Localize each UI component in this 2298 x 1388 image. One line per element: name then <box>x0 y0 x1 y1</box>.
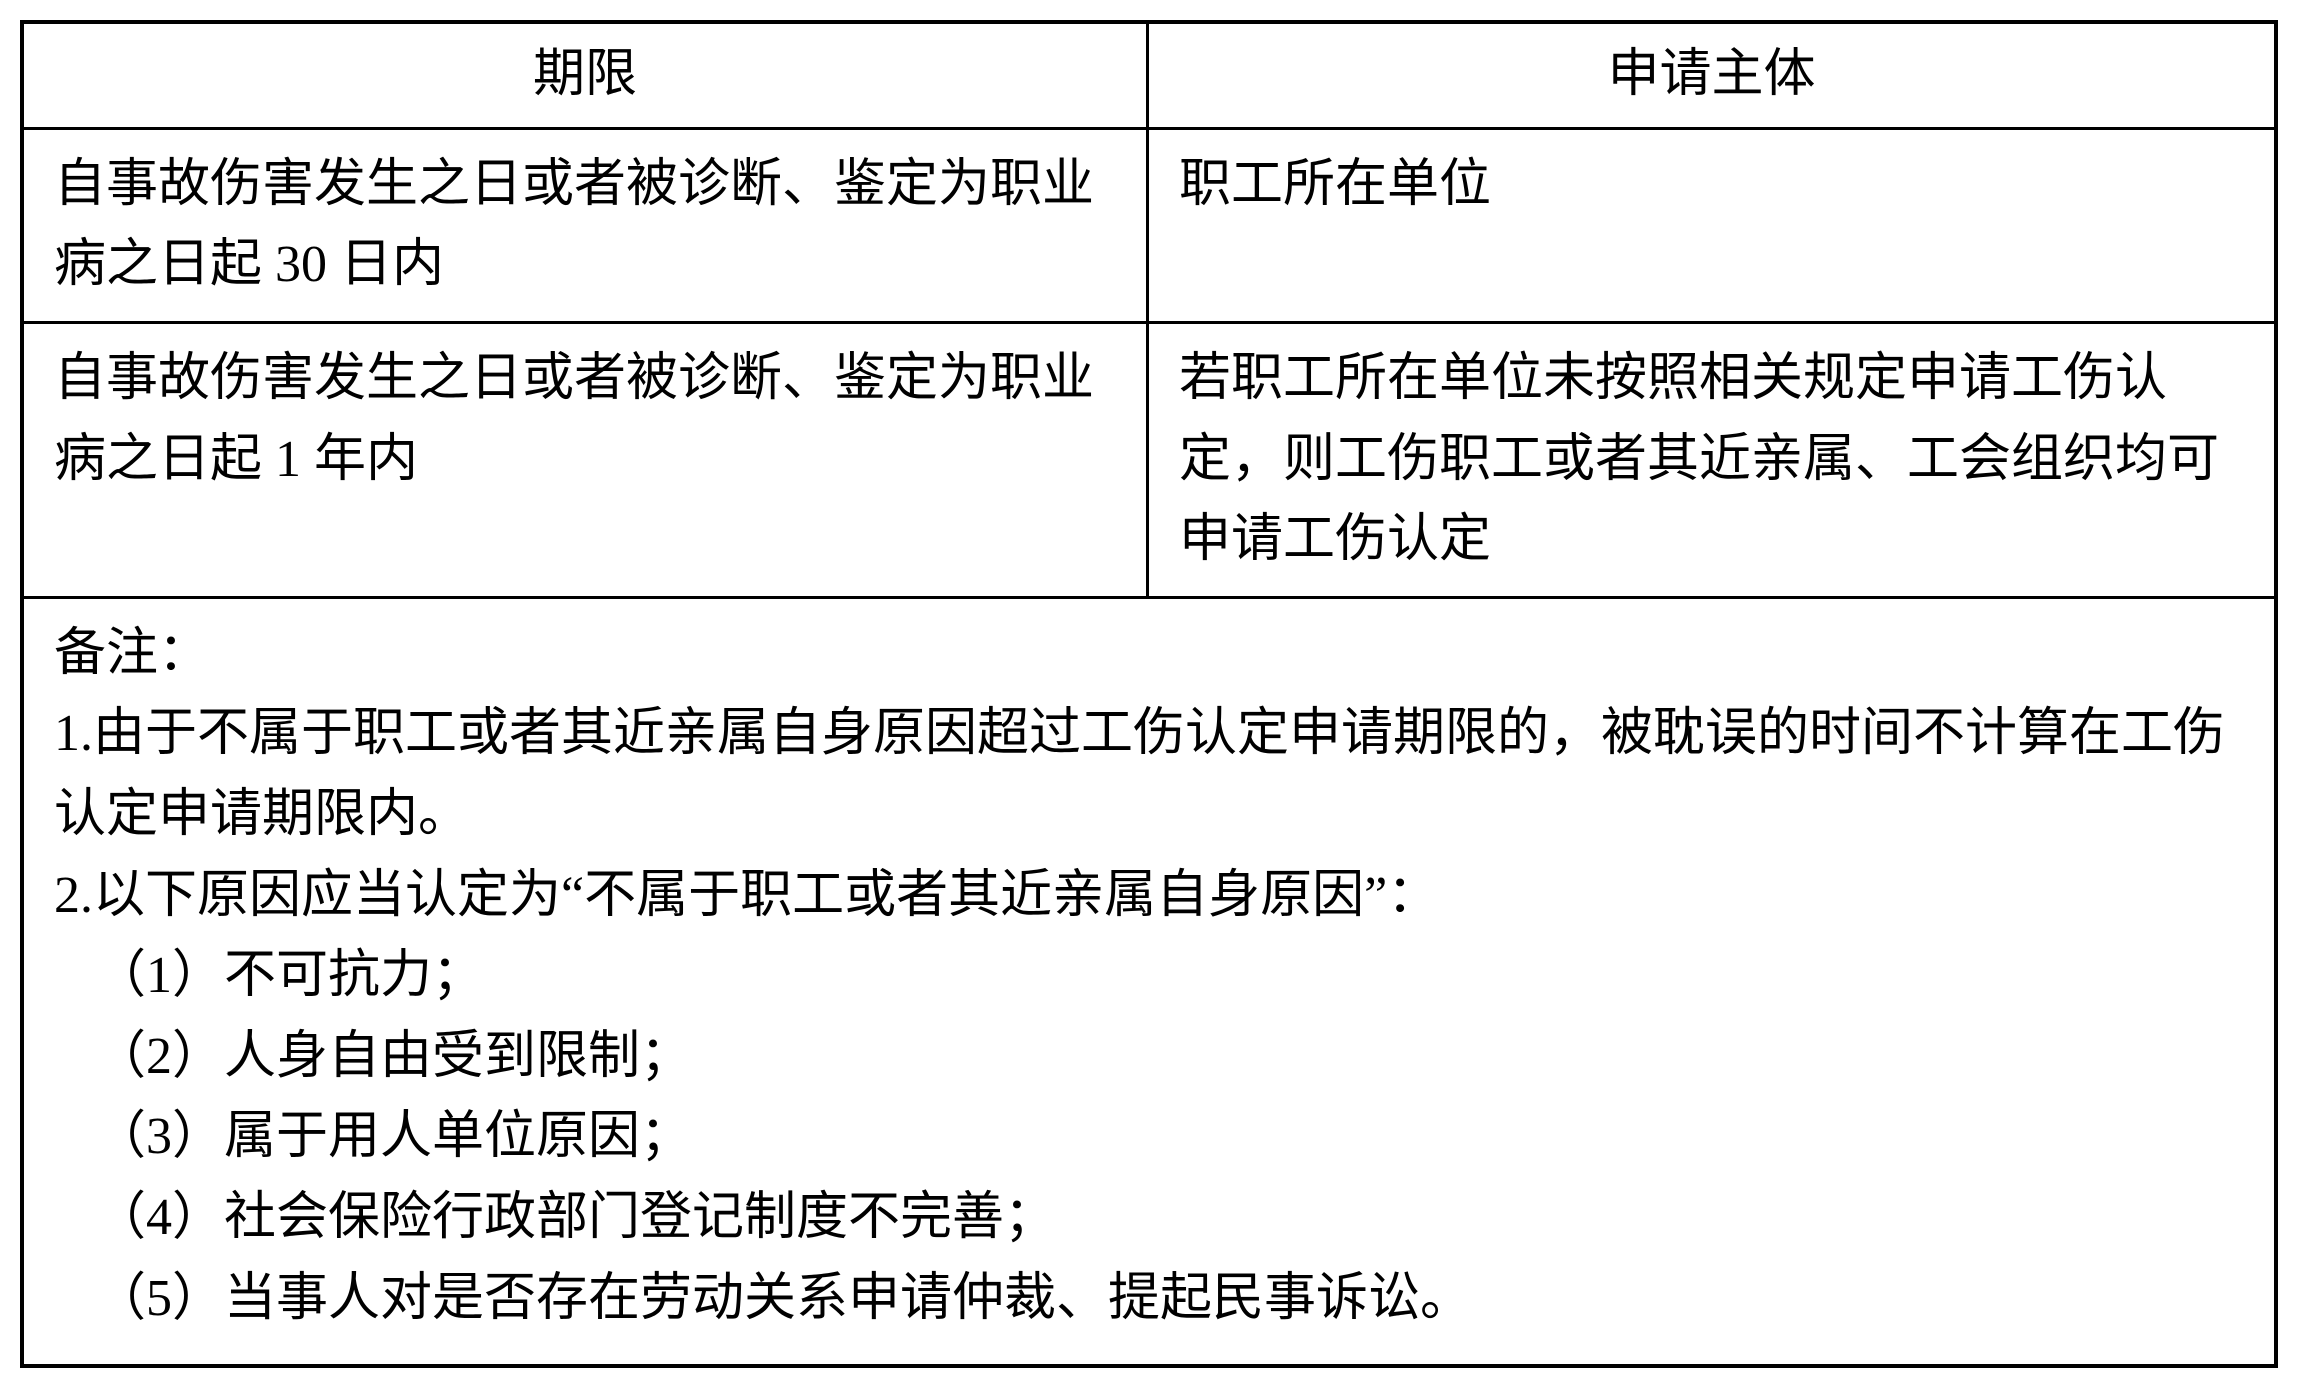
notes-content: 备注： 1.由于不属于职工或者其近亲属自身原因超过工伤认定申请期限的，被耽误的时… <box>54 614 2244 1339</box>
period-cell-2: 自事故伤害发生之日或者被诊断、鉴定为职业病之日起 1 年内 <box>24 324 1149 596</box>
note-subitem-2: （2）人身自由受到限制； <box>54 1017 2244 1098</box>
note-subitem-4: （4）社会保险行政部门登记制度不完善； <box>54 1178 2244 1259</box>
subject-cell-1: 职工所在单位 <box>1149 130 2274 321</box>
subject-cell-2: 若职工所在单位未按照相关规定申请工伤认定，则工伤职工或者其近亲属、工会组织均可申… <box>1149 324 2274 596</box>
table-row: 自事故伤害发生之日或者被诊断、鉴定为职业病之日起 30 日内 职工所在单位 <box>24 130 2274 324</box>
notes-section: 备注： 1.由于不属于职工或者其近亲属自身原因超过工伤认定申请期限的，被耽误的时… <box>24 599 2274 1364</box>
notes-title: 备注： <box>54 614 2244 695</box>
header-subject: 申请主体 <box>1149 24 2274 127</box>
note-item-2: 2.以下原因应当认定为“不属于职工或者其近亲属自身原因”： <box>54 856 2244 937</box>
period-cell-1: 自事故伤害发生之日或者被诊断、鉴定为职业病之日起 30 日内 <box>24 130 1149 321</box>
note-subitem-1: （1）不可抗力； <box>54 936 2244 1017</box>
note-subitem-3: （3）属于用人单位原因； <box>54 1097 2244 1178</box>
note-subitem-5: （5）当事人对是否存在劳动关系申请仲裁、提起民事诉讼。 <box>54 1259 2244 1340</box>
document-table: 期限 申请主体 自事故伤害发生之日或者被诊断、鉴定为职业病之日起 30 日内 职… <box>20 20 2278 1368</box>
table-row: 自事故伤害发生之日或者被诊断、鉴定为职业病之日起 1 年内 若职工所在单位未按照… <box>24 324 2274 599</box>
header-row: 期限 申请主体 <box>24 24 2274 130</box>
note-item-1: 1.由于不属于职工或者其近亲属自身原因超过工伤认定申请期限的，被耽误的时间不计算… <box>54 694 2244 855</box>
header-period: 期限 <box>24 24 1149 127</box>
